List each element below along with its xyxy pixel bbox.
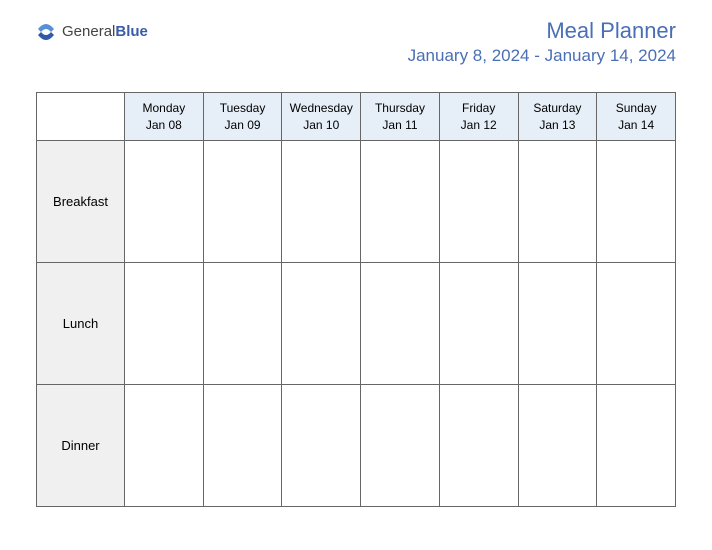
day-header: SaturdayJan 13 — [518, 93, 597, 141]
day-name: Thursday — [363, 100, 437, 116]
meal-header: Lunch — [37, 263, 125, 385]
meal-row: Breakfast — [37, 141, 676, 263]
meal-cell[interactable] — [125, 263, 204, 385]
day-header: SundayJan 14 — [597, 93, 676, 141]
day-header-row: MondayJan 08 TuesdayJan 09 WednesdayJan … — [37, 93, 676, 141]
day-date: Jan 08 — [127, 117, 201, 133]
meal-cell[interactable] — [439, 141, 518, 263]
day-header: WednesdayJan 10 — [282, 93, 361, 141]
page-title: Meal Planner — [408, 18, 676, 44]
meal-cell[interactable] — [597, 141, 676, 263]
corner-blank — [37, 93, 125, 141]
meal-cell[interactable] — [125, 141, 204, 263]
title-block: Meal Planner January 8, 2024 - January 1… — [408, 18, 676, 66]
meal-cell[interactable] — [282, 385, 361, 507]
meal-cell[interactable] — [361, 263, 440, 385]
page-daterange: January 8, 2024 - January 14, 2024 — [408, 46, 676, 66]
meal-cell[interactable] — [282, 141, 361, 263]
day-date: Jan 12 — [442, 117, 516, 133]
day-header: TuesdayJan 09 — [203, 93, 282, 141]
meal-header: Breakfast — [37, 141, 125, 263]
day-header: FridayJan 12 — [439, 93, 518, 141]
meal-cell[interactable] — [518, 263, 597, 385]
day-date: Jan 13 — [521, 117, 595, 133]
meal-cell[interactable] — [597, 385, 676, 507]
day-date: Jan 11 — [363, 117, 437, 133]
logo-word-1: General — [62, 23, 115, 40]
meal-row: Dinner — [37, 385, 676, 507]
meal-cell[interactable] — [439, 385, 518, 507]
logo-icon — [36, 22, 56, 42]
day-date: Jan 14 — [599, 117, 673, 133]
brand-logo: GeneralBlue — [36, 22, 148, 42]
meal-cell[interactable] — [203, 141, 282, 263]
logo-text: GeneralBlue — [62, 24, 148, 40]
day-header: ThursdayJan 11 — [361, 93, 440, 141]
day-name: Tuesday — [206, 100, 280, 116]
header: GeneralBlue Meal Planner January 8, 2024… — [0, 0, 712, 82]
meal-cell[interactable] — [203, 385, 282, 507]
meal-cell[interactable] — [439, 263, 518, 385]
meal-cell[interactable] — [361, 385, 440, 507]
meal-cell[interactable] — [361, 141, 440, 263]
day-date: Jan 10 — [284, 117, 358, 133]
meal-cell[interactable] — [518, 141, 597, 263]
day-name: Friday — [442, 100, 516, 116]
meal-cell[interactable] — [125, 385, 204, 507]
meal-header: Dinner — [37, 385, 125, 507]
day-name: Wednesday — [284, 100, 358, 116]
day-name: Monday — [127, 100, 201, 116]
meal-cell[interactable] — [203, 263, 282, 385]
day-name: Saturday — [521, 100, 595, 116]
logo-word-2: Blue — [115, 23, 148, 40]
meal-cell[interactable] — [282, 263, 361, 385]
meal-cell[interactable] — [518, 385, 597, 507]
meal-row: Lunch — [37, 263, 676, 385]
meal-cell[interactable] — [597, 263, 676, 385]
day-header: MondayJan 08 — [125, 93, 204, 141]
day-name: Sunday — [599, 100, 673, 116]
day-date: Jan 09 — [206, 117, 280, 133]
meal-planner-table: MondayJan 08 TuesdayJan 09 WednesdayJan … — [36, 92, 676, 507]
